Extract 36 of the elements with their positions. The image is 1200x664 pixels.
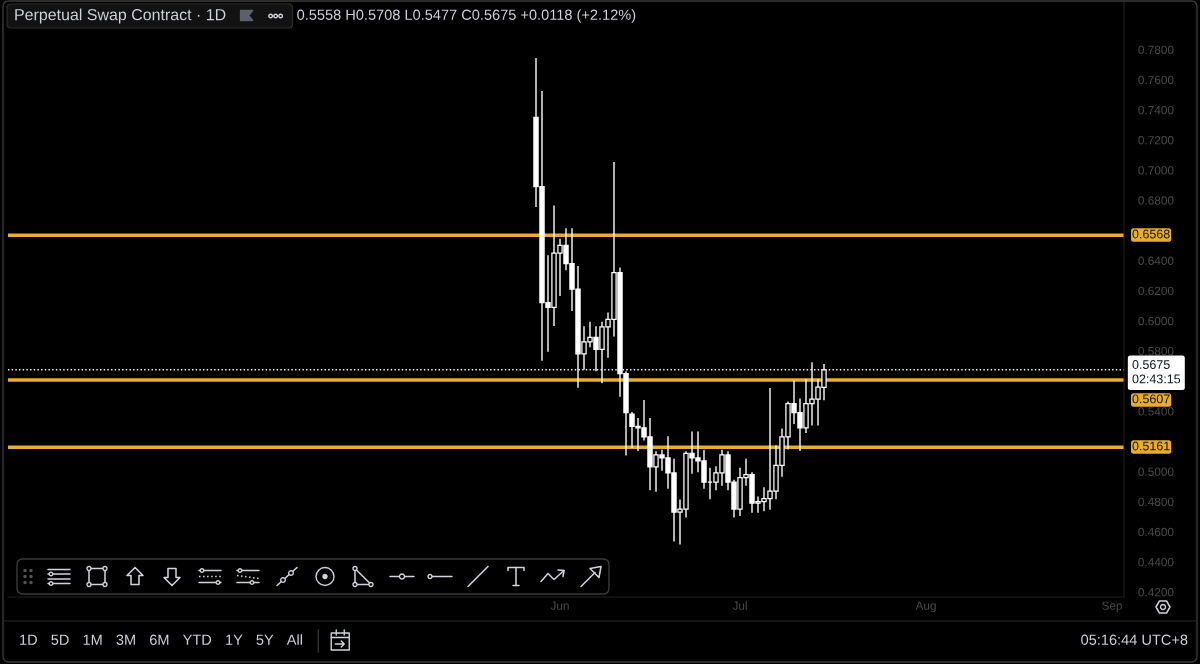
text: 1M — [83, 634, 102, 645]
text: 5Y — [256, 634, 274, 645]
chart-title: Perpetual Swap Contract · 1D — [15, 8, 226, 24]
y-tick-label: 0.5800 — [1138, 346, 1174, 356]
y-tick-label: 0.7200 — [1138, 136, 1174, 145]
y-tick-label: 0.6400 — [1138, 256, 1174, 265]
y-tick-label: 0.5400 — [1138, 407, 1174, 416]
ref-line-label: 0.5607 — [1132, 394, 1170, 404]
text: All — [286, 634, 302, 645]
text: 1D — [20, 634, 37, 645]
y-tick-label: 0.4800 — [1138, 497, 1174, 507]
ref-line-label: 0.5675 02:43:15 — [1132, 360, 1181, 384]
y-tick-label: 0.6800 — [1138, 196, 1174, 205]
text: 1Y — [226, 634, 243, 645]
text: 05:16:44 UTC+8 — [1081, 634, 1188, 645]
y-tick-label: 0.6200 — [1138, 286, 1174, 296]
text: 3M — [116, 634, 135, 645]
y-tick-label: 0.7000 — [1138, 166, 1174, 175]
y-tick-label: 0.6000 — [1138, 316, 1174, 326]
y-tick-label: 0.7800 — [1138, 45, 1174, 55]
x-tick-label: Sep — [1102, 601, 1123, 613]
y-tick-label: 0.7400 — [1138, 105, 1174, 115]
x-tick-label: Jul — [732, 601, 747, 610]
x-tick-label: Jun — [550, 601, 569, 610]
x-tick-label: Aug — [915, 601, 936, 613]
annotation: 0.5558 H0.5708 L0.5477 C0.5675 +0.0118 (+2.12%) — [297, 9, 636, 23]
y-tick-label: 0.4600 — [1138, 527, 1174, 537]
y-tick-label: 0.5000 — [1138, 467, 1174, 476]
text: YTD — [182, 634, 212, 645]
y-tick-label: 0.4400 — [1138, 557, 1174, 567]
text: 5D — [51, 634, 69, 645]
text: 6M — [149, 634, 169, 645]
ref-line-label: 0.5161 — [1132, 441, 1170, 451]
ref-line-label: 0.6568 — [1132, 229, 1170, 239]
y-tick-label: 0.7600 — [1138, 75, 1174, 85]
y-tick-label: 0.4200 — [1138, 588, 1174, 597]
